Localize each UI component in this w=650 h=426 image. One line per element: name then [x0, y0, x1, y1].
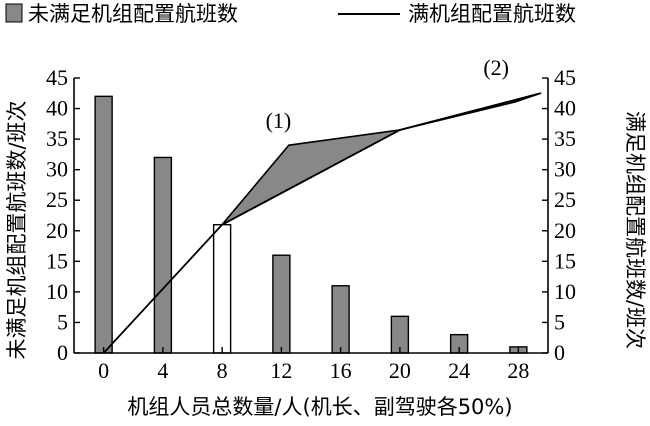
right-tick-label-0: 0: [554, 340, 565, 365]
right-tick-label-35: 35: [554, 126, 576, 151]
bar-16: [331, 285, 350, 354]
bars: [94, 95, 528, 354]
legend-bar-swatch: [5, 3, 23, 23]
legend-line-label: 满机组配置航班数: [408, 2, 576, 26]
left-tick-label-20: 20: [46, 218, 68, 243]
y-axis-title-right: 满足机组配置航班数/班次: [623, 111, 647, 349]
bar-4: [153, 156, 173, 354]
right-tick-label-25: 25: [554, 187, 576, 212]
left-tick-label-35: 35: [46, 126, 68, 151]
region-label-2: (2): [483, 55, 509, 80]
legend-bar-label: 未满足机组配置航班数: [28, 2, 238, 26]
right-tick-label-5: 5: [554, 309, 565, 334]
right-tick-label-15: 15: [554, 248, 576, 273]
x-tick-label-0: 0: [98, 358, 109, 383]
right-tick-label-30: 30: [554, 157, 576, 182]
right-tick-label-20: 20: [554, 218, 576, 243]
left-tick-label-45: 45: [46, 65, 68, 90]
bar-0: [94, 95, 113, 354]
x-tick-label-28: 28: [507, 358, 529, 383]
y-axis-title-left: 未满足机组配置航班数/班次: [5, 100, 29, 359]
legend: 未满足机组配置航班数 满机组配置航班数: [5, 2, 576, 26]
bar-12: [272, 254, 291, 354]
right-tick-label-10: 10: [554, 279, 576, 304]
right-tick-label-45: 45: [554, 65, 576, 90]
x-tick-label-8: 8: [217, 358, 228, 383]
left-tick-label-40: 40: [46, 96, 68, 121]
bar-8: [212, 223, 232, 354]
axes: 0 0 5 5 10 10 15 15 20 20 25 25 30 30 35 35 40 40 45 45 0 4 8 1…: [46, 65, 576, 383]
left-tick-label-15: 15: [46, 248, 68, 273]
x-axis-title: 机组人员总数量/人(机长、副驾驶各50%): [127, 395, 512, 419]
x-tick-label-24: 24: [448, 358, 470, 383]
left-tick-label-25: 25: [46, 187, 68, 212]
region-label-1: (1): [266, 108, 292, 133]
x-tick-label-16: 16: [330, 358, 352, 383]
line-satisfied-flights: [102, 92, 541, 354]
x-tick-label-4: 4: [157, 358, 168, 383]
line-series: [102, 92, 541, 354]
left-tick-label-10: 10: [46, 279, 68, 304]
left-tick-label-0: 0: [57, 340, 68, 365]
right-tick-label-40: 40: [554, 96, 576, 121]
left-tick-label-5: 5: [57, 309, 68, 334]
x-tick-label-12: 12: [270, 358, 292, 383]
x-tick-label-20: 20: [389, 358, 411, 383]
left-tick-label-30: 30: [46, 157, 68, 182]
